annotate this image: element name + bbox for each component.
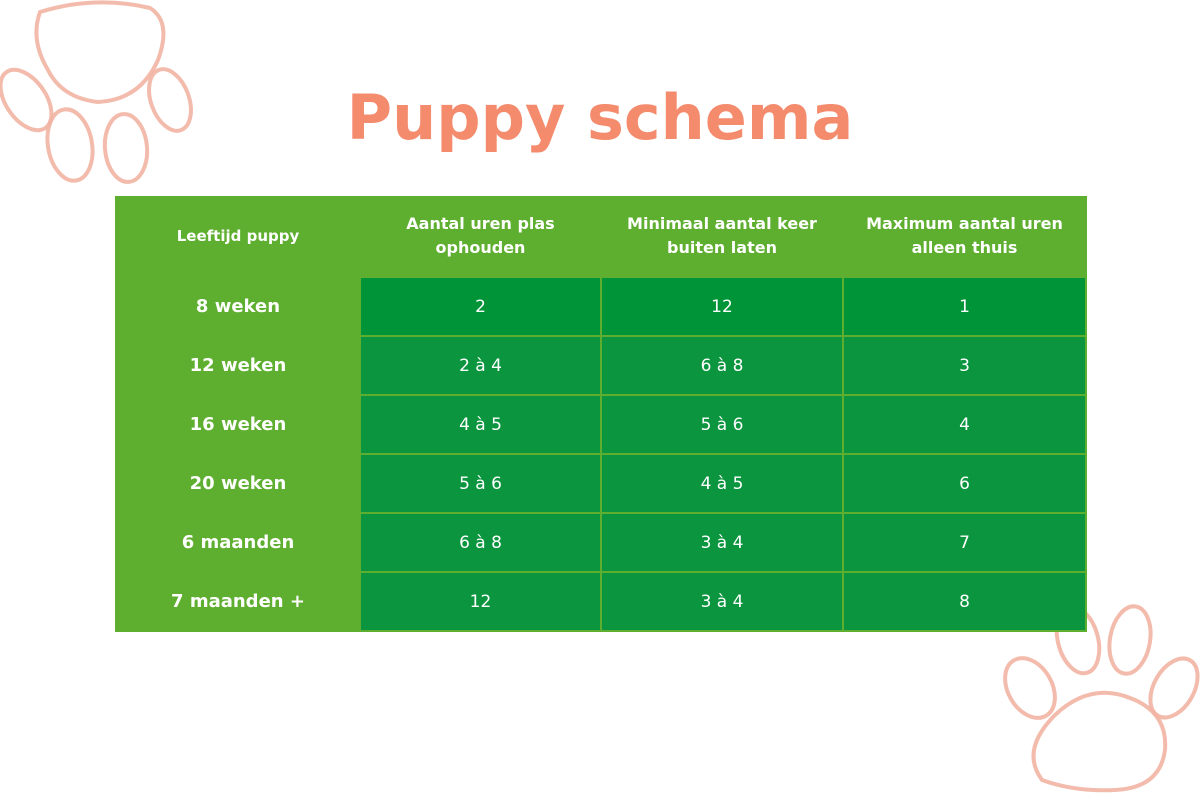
hold-hours-cell: 2 à 4 xyxy=(359,335,602,396)
table-header-row: Leeftijd puppy Aantal uren plas ophouden… xyxy=(116,196,1086,277)
hold-hours-cell: 2 xyxy=(359,276,602,337)
table-row: 20 weken 5 à 6 4 à 5 6 xyxy=(115,453,1087,514)
age-cell: 12 weken xyxy=(115,335,361,396)
table-row: 8 weken 2 12 1 xyxy=(115,276,1087,337)
min-outings-cell: 5 à 6 xyxy=(600,394,844,455)
column-header-age: Leeftijd puppy xyxy=(176,227,300,245)
hold-hours-cell: 12 xyxy=(359,571,602,632)
age-cell: 7 maanden + xyxy=(115,571,361,632)
page-title: Puppy schema xyxy=(346,81,854,154)
age-cell: 6 maanden xyxy=(115,512,361,573)
min-outings-cell: 12 xyxy=(600,276,844,337)
min-outings-cell: 3 à 4 xyxy=(600,571,844,632)
max-alone-hours-cell: 3 xyxy=(842,335,1087,396)
min-outings-cell: 3 à 4 xyxy=(600,512,844,573)
column-header-min-outings: Minimaal aantal keer buiten laten xyxy=(627,214,817,257)
paw-print-icon xyxy=(0,0,193,184)
age-cell: 16 weken xyxy=(115,394,361,455)
table-row: 6 maanden 6 à 8 3 à 4 7 xyxy=(115,512,1087,573)
hold-hours-cell: 6 à 8 xyxy=(359,512,602,573)
max-alone-hours-cell: 6 xyxy=(842,453,1087,514)
min-outings-cell: 6 à 8 xyxy=(600,335,844,396)
column-header-hold-hours: Aantal uren plas ophouden xyxy=(406,214,555,257)
puppy-schedule-table: Leeftijd puppy Aantal uren plas ophouden… xyxy=(115,196,1087,632)
table-row: 16 weken 4 à 5 5 à 6 4 xyxy=(115,394,1087,455)
max-alone-hours-cell: 4 xyxy=(842,394,1087,455)
max-alone-hours-cell: 1 xyxy=(842,276,1087,337)
age-cell: 20 weken xyxy=(115,453,361,514)
table-row: 12 weken 2 à 4 6 à 8 3 xyxy=(115,335,1087,396)
column-header-max-alone-hours: Maximum aantal uren alleen thuis xyxy=(866,214,1063,257)
max-alone-hours-cell: 8 xyxy=(842,571,1087,632)
hold-hours-cell: 4 à 5 xyxy=(359,394,602,455)
table-row: 7 maanden + 12 3 à 4 8 xyxy=(115,571,1087,632)
hold-hours-cell: 5 à 6 xyxy=(359,453,602,514)
max-alone-hours-cell: 7 xyxy=(842,512,1087,573)
min-outings-cell: 4 à 5 xyxy=(600,453,844,514)
age-cell: 8 weken xyxy=(115,276,361,337)
